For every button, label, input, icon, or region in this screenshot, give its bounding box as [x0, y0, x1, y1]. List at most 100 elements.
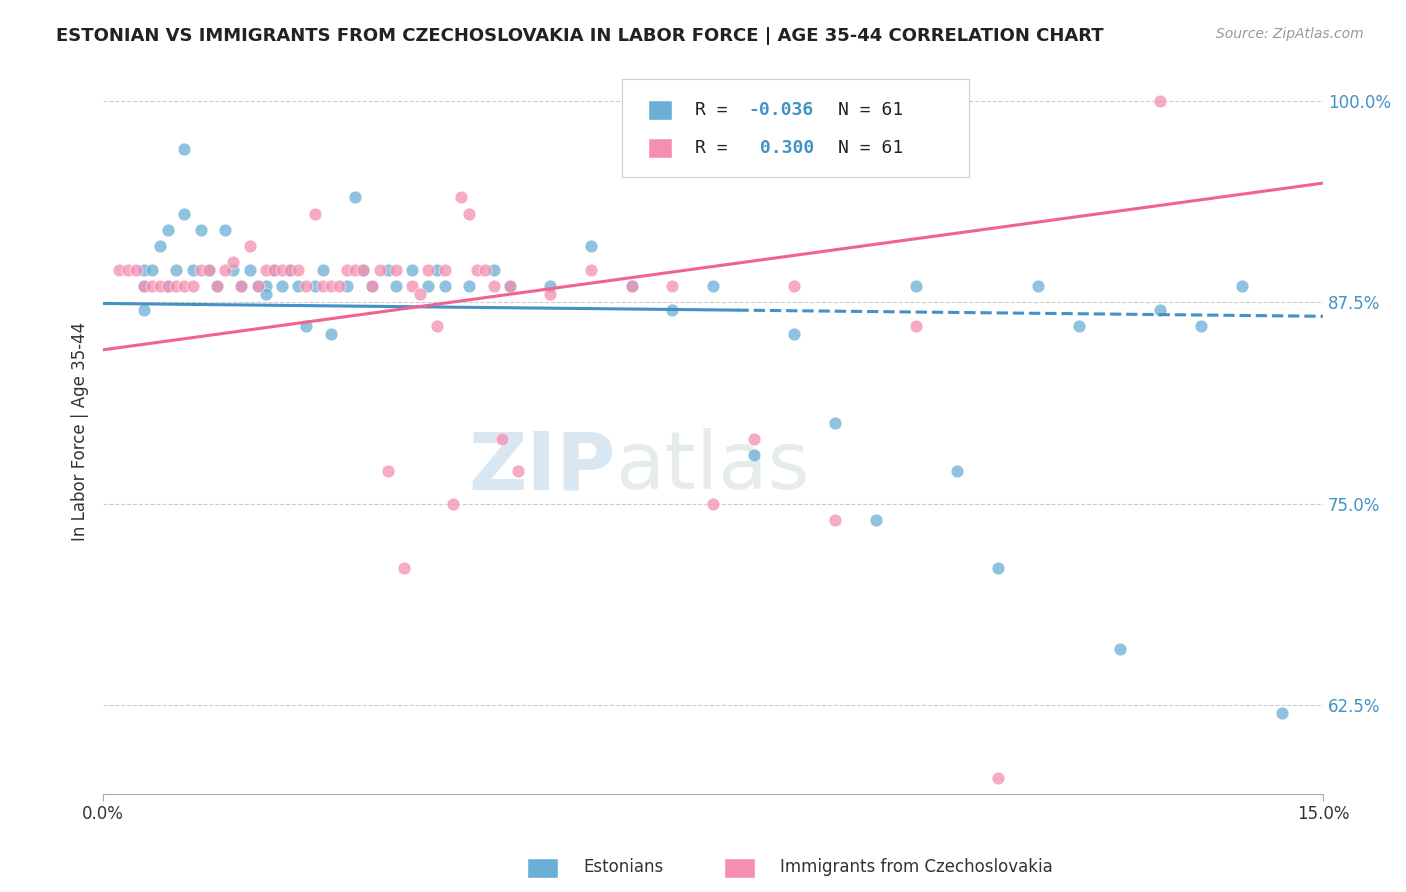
Point	[222, 255, 245, 269]
Point	[319, 279, 342, 293]
Point	[482, 279, 505, 293]
Point	[271, 279, 294, 293]
Point	[304, 206, 326, 220]
Point	[1230, 279, 1253, 293]
Point	[465, 263, 488, 277]
Text: R =: R =	[695, 101, 738, 119]
Point	[165, 263, 187, 277]
Point	[132, 263, 155, 277]
Point	[409, 287, 432, 301]
Point	[450, 190, 472, 204]
Point	[190, 263, 212, 277]
Point	[287, 279, 309, 293]
Point	[198, 263, 221, 277]
Point	[1069, 319, 1091, 334]
Point	[579, 263, 602, 277]
Point	[108, 263, 131, 277]
Text: ZIP: ZIP	[468, 428, 616, 507]
Point	[1108, 641, 1130, 656]
Point	[312, 279, 335, 293]
Point	[141, 279, 163, 293]
Text: Source: ZipAtlas.com: Source: ZipAtlas.com	[1216, 27, 1364, 41]
Point	[304, 279, 326, 293]
Point	[214, 263, 236, 277]
Point	[149, 279, 172, 293]
Point	[336, 279, 359, 293]
Point	[702, 279, 724, 293]
Point	[418, 279, 440, 293]
Text: atlas: atlas	[616, 428, 810, 507]
Point	[540, 279, 562, 293]
Point	[360, 279, 382, 293]
Y-axis label: In Labor Force | Age 35-44: In Labor Force | Age 35-44	[72, 321, 89, 541]
Point	[661, 303, 683, 318]
Point	[263, 263, 285, 277]
Point	[499, 279, 522, 293]
Text: N = 61: N = 61	[838, 101, 903, 119]
Point	[905, 319, 928, 334]
Point	[328, 279, 350, 293]
Point	[579, 239, 602, 253]
Bar	[648, 100, 672, 120]
Point	[426, 263, 449, 277]
Point	[271, 263, 294, 277]
Point	[1149, 303, 1171, 318]
Text: Estonians: Estonians	[583, 858, 664, 876]
Point	[254, 279, 277, 293]
Point	[385, 279, 408, 293]
Point	[254, 263, 277, 277]
Point	[824, 416, 846, 430]
Point	[426, 319, 449, 334]
Point	[336, 263, 359, 277]
Point	[278, 263, 301, 277]
Point	[190, 222, 212, 236]
Point	[905, 279, 928, 293]
Point	[482, 263, 505, 277]
Point	[540, 287, 562, 301]
Point	[474, 263, 496, 277]
Point	[433, 263, 456, 277]
Point	[231, 279, 253, 293]
Point	[246, 279, 269, 293]
Text: N = 61: N = 61	[838, 139, 903, 157]
Point	[124, 263, 146, 277]
Point	[783, 279, 806, 293]
Point	[132, 303, 155, 318]
Point	[377, 263, 399, 277]
Point	[263, 263, 285, 277]
Point	[401, 279, 423, 293]
Point	[1149, 94, 1171, 108]
Point	[620, 279, 643, 293]
Point	[418, 263, 440, 277]
Point	[295, 319, 318, 334]
Point	[491, 432, 513, 446]
Point	[312, 263, 335, 277]
Point	[499, 279, 522, 293]
Point	[173, 279, 195, 293]
Point	[506, 464, 529, 478]
Point	[433, 279, 456, 293]
Point	[368, 263, 391, 277]
Point	[352, 263, 374, 277]
Point	[385, 263, 408, 277]
Point	[987, 771, 1010, 785]
Point	[344, 190, 367, 204]
Point	[392, 561, 415, 575]
Text: Immigrants from Czechoslovakia: Immigrants from Czechoslovakia	[780, 858, 1053, 876]
Text: 0.300: 0.300	[748, 139, 814, 157]
Point	[987, 561, 1010, 575]
FancyBboxPatch shape	[621, 79, 969, 178]
Point	[946, 464, 969, 478]
Point	[1028, 279, 1050, 293]
Point	[458, 206, 481, 220]
Point	[231, 279, 253, 293]
Point	[165, 279, 187, 293]
Point	[157, 279, 180, 293]
Point	[377, 464, 399, 478]
Point	[198, 263, 221, 277]
Point	[620, 279, 643, 293]
Text: -0.036: -0.036	[748, 101, 814, 119]
Text: R =: R =	[695, 139, 738, 157]
Point	[214, 222, 236, 236]
Point	[295, 279, 318, 293]
